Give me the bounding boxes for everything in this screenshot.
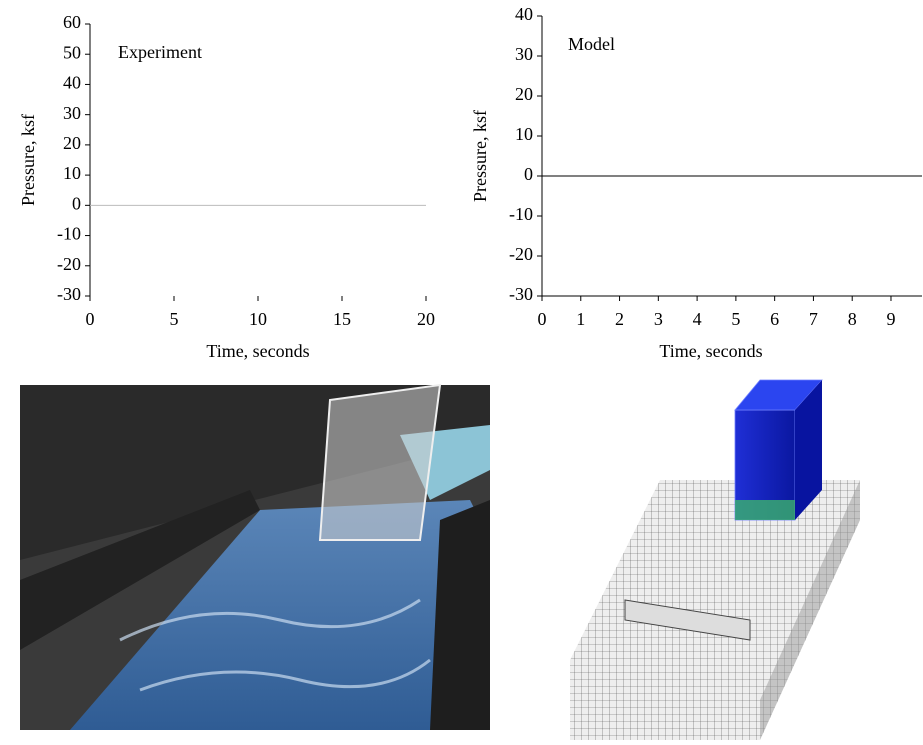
experiment-photo [20, 383, 490, 730]
y-tick-label: -20 [57, 254, 81, 274]
y-tick-label: 20 [515, 84, 533, 104]
y-tick-label: -10 [57, 224, 81, 244]
x-tick-label: 9 [886, 309, 895, 329]
annotation: Experiment [118, 42, 202, 62]
y-tick-label: 40 [515, 4, 533, 24]
y-tick-label: -20 [509, 244, 533, 264]
x-tick-label: 8 [848, 309, 857, 329]
x-tick-label: 0 [538, 309, 547, 329]
y-axis-label: Pressure, ksf [18, 114, 38, 206]
x-tick-label: 7 [809, 309, 818, 329]
y-tick-label: 20 [63, 133, 81, 153]
y-tick-label: -10 [509, 204, 533, 224]
y-tick-label: 0 [72, 193, 81, 213]
y-tick-label: -30 [509, 284, 533, 304]
x-tick-label: 6 [770, 309, 779, 329]
x-tick-label: 1 [576, 309, 585, 329]
annotation: Model [568, 34, 615, 54]
x-tick-label: 5 [731, 309, 740, 329]
x-tick-label: 10 [249, 309, 267, 329]
y-tick-label: 10 [515, 124, 533, 144]
y-tick-label: 0 [524, 164, 533, 184]
x-axis-label: Time, seconds [659, 341, 762, 361]
x-tick-label: 0 [86, 309, 95, 329]
x-tick-label: 5 [170, 309, 179, 329]
y-tick-label: 50 [63, 42, 81, 62]
x-tick-label: 2 [615, 309, 624, 329]
x-axis-label: Time, seconds [206, 341, 309, 361]
y-tick-label: 10 [63, 163, 81, 183]
model-mesh [570, 379, 860, 740]
chart: -30 -20 -10 0 10 20 30 40 0 1 2 3 4 5 6 7 8 9 Time, second… [470, 4, 922, 361]
x-tick-label: 4 [693, 309, 702, 329]
x-tick-label: 3 [654, 309, 663, 329]
y-axis-label: Pressure, ksf [470, 110, 490, 202]
y-tick-label: 60 [63, 12, 81, 32]
y-tick-label: 40 [63, 73, 81, 93]
y-tick-label: 30 [63, 103, 81, 123]
chart: -30 -20 -10 0 10 20 30 40 50 60 0 5 10 15 20 Time, seco… [18, 12, 435, 361]
y-tick-label: -30 [57, 284, 81, 304]
y-tick-label: 30 [515, 44, 533, 64]
x-tick-label: 20 [417, 309, 435, 329]
x-tick-label: 15 [333, 309, 351, 329]
